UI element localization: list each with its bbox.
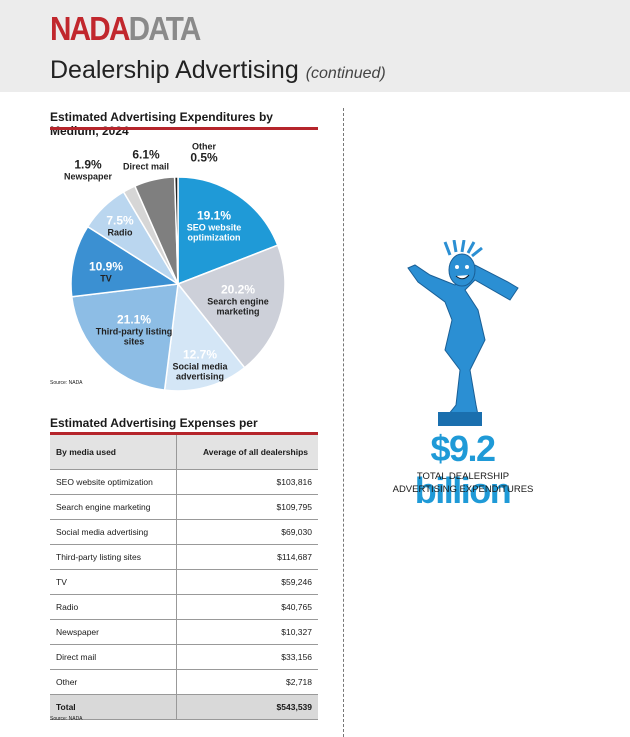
logo-gray: DATA (128, 10, 202, 47)
pie-category: Social media advertising (172, 361, 228, 382)
table-cell: $114,687 (176, 544, 318, 570)
table-row: Other $2,718 (50, 669, 318, 695)
rule (50, 127, 318, 130)
pie-label: Other 0.5% (184, 142, 224, 165)
table-row: TV $59,246 (50, 569, 318, 595)
page-title: Dealership Advertising (continued) (50, 56, 386, 85)
pie-slice (176, 244, 286, 369)
pie-chart (70, 176, 286, 392)
pie-value: 1.9% (74, 157, 102, 172)
table-cell: $109,795 (176, 494, 318, 520)
pie-label: 21.1% Third-party listing sites (94, 312, 174, 347)
pie-category: Third-party listing sites (95, 326, 173, 347)
table-cell: Third-party listing sites (50, 544, 177, 570)
pie-value: 12.7% (182, 347, 218, 362)
pie-category: Radio (107, 227, 133, 238)
table-cell: Other (50, 669, 177, 695)
table-cell: $59,246 (176, 569, 318, 595)
pie-label: 12.7% Social media advertising (165, 347, 235, 382)
logo-red: NADA (50, 10, 130, 47)
pie-value: 0.5% (190, 150, 218, 165)
pie-label: 10.9% TV (81, 259, 131, 284)
pie-value: 6.1% (132, 147, 160, 162)
table-row: Radio $40,765 (50, 594, 318, 620)
subtitle: (continued) (305, 65, 386, 82)
table-cell: Direct mail (50, 644, 177, 670)
header-cell: By media used (50, 435, 177, 470)
source: Source: NADA (50, 716, 83, 722)
pie-slice (70, 225, 181, 298)
pie-label: 1.9% Newspaper (58, 157, 118, 182)
callout-label: TOTAL DEALERSHIP ADVERTISING EXPENDITURE… (392, 471, 534, 495)
table-cell: $543,539 (176, 694, 318, 720)
pie-category: Other (191, 141, 216, 152)
table-cell: SEO website optimization (50, 469, 177, 495)
table-cell: $10,327 (176, 619, 318, 645)
table-row: Search engine marketing $109,795 (50, 494, 318, 520)
pie-slice (173, 176, 179, 285)
table-cell: $33,156 (176, 644, 318, 670)
table-cell: $69,030 (176, 519, 318, 545)
pie-slice (70, 283, 179, 391)
pie-category: Newspaper (63, 171, 113, 182)
table-cell: $40,765 (176, 594, 318, 620)
callout-value: $9.2 billion (414, 428, 512, 511)
pie-slice (163, 282, 246, 392)
rule (50, 432, 318, 435)
pie-value: 20.2% (220, 282, 256, 297)
table-cell: $103,816 (176, 469, 318, 495)
divider (343, 108, 344, 737)
table-cell: Newspaper (50, 619, 177, 645)
logo: NADADATA (50, 10, 202, 48)
pie-slice (177, 176, 279, 286)
table-row: Direct mail $33,156 (50, 644, 318, 670)
header-cell: Average of all dealerships (176, 435, 318, 470)
table-cell: Search engine marketing (50, 494, 177, 520)
pie-value: 19.1% (196, 208, 232, 223)
pie-value: 7.5% (106, 213, 134, 228)
table: By media used Average of all dealerships … (50, 435, 318, 720)
pie-label: 19.1% SEO website optimization (174, 208, 254, 243)
base (438, 412, 482, 426)
pie-value: 10.9% (88, 259, 124, 274)
table-row: Total $543,539 (50, 694, 318, 720)
table-cell: $2,718 (176, 669, 318, 695)
table-cell: Radio (50, 594, 177, 620)
tube-man (407, 240, 519, 426)
pie-label: 6.1% Direct mail (116, 147, 176, 172)
table-row: Newspaper $10,327 (50, 619, 318, 645)
header-band (0, 0, 630, 92)
pie-category: Search engine marketing (207, 296, 269, 317)
table-row: SEO website optimization $103,816 (50, 469, 318, 495)
pie-category: TV (100, 273, 112, 284)
pie-label: 7.5% Radio (100, 213, 140, 238)
table-cell: TV (50, 569, 177, 595)
pie-category: Direct mail (122, 161, 170, 172)
table-cell: Total (50, 694, 177, 720)
title: Dealership Advertising (50, 56, 299, 84)
pie-value: 21.1% (116, 312, 152, 327)
table-row: Third-party listing sites $114,687 (50, 544, 318, 570)
table-cell: Social media advertising (50, 519, 177, 545)
pie-label: 20.2% Search engine marketing (203, 282, 273, 317)
table-row: Social media advertising $69,030 (50, 519, 318, 545)
source: Source: NADA (50, 380, 83, 386)
pie-category: SEO website optimization (186, 222, 242, 243)
